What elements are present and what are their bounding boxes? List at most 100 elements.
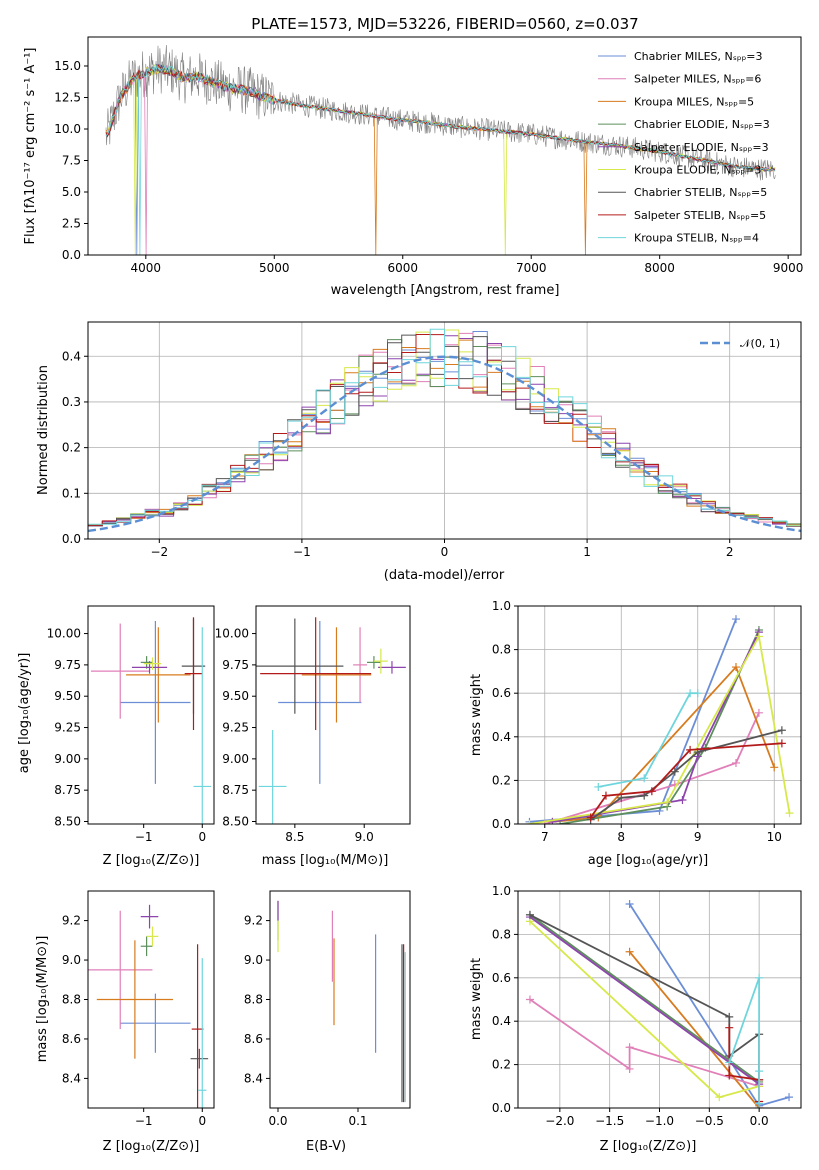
mass-weight-line bbox=[529, 916, 760, 1085]
x-tick-label: −1 bbox=[135, 1114, 153, 1128]
spectrum-ylabel: Flux [fλ10⁻¹⁷ erg cm⁻² s⁻¹ A⁻¹] bbox=[23, 48, 38, 245]
legend-entry: Salpeter STELIB, Nₛₚₚ=5 bbox=[634, 209, 766, 222]
age-vs-mass-xlabel: mass [log₁₀(M/M⊙)] bbox=[262, 853, 389, 868]
spectrum-title: PLATE=1573, MJD=53226, FIBERID=0560, z=0… bbox=[251, 15, 638, 33]
mass-weight-marker bbox=[525, 820, 534, 824]
x-tick-label: 7000 bbox=[516, 261, 547, 275]
y-tick-label: 0.1 bbox=[62, 486, 81, 500]
x-tick-label: −2 bbox=[150, 545, 168, 559]
mass-weight-marker bbox=[678, 796, 687, 805]
y-tick-label: 9.00 bbox=[54, 752, 81, 766]
y-tick-label: 8.8 bbox=[244, 993, 263, 1007]
model-spectrum-line bbox=[105, 63, 776, 255]
y-tick-label: 9.75 bbox=[54, 658, 81, 672]
y-tick-label: 0.8 bbox=[492, 643, 511, 657]
weight_vs_age-panel: 7 8 9 10 0.0 0.2 0.4 0.6 0.8 1.0 bbox=[492, 599, 802, 844]
weight_vs_Z-panel: −2.0 −1.5 −1.0 −0.5 0.0 0.0 0.2 0.4 0.6 0.8 1.0 bbox=[492, 884, 802, 1128]
spectrum-panel: 4000 5000 6000 7000 8000 9000 0.0 2.5 5.0 7.5 10.0… bbox=[54, 36, 803, 275]
y-tick-label: 9.0 bbox=[62, 953, 81, 967]
mass-weight-line bbox=[529, 998, 760, 1088]
age_vs_mass-plot-area bbox=[256, 617, 406, 824]
mass_vs_ebv-panel: 0.0 0.1 8.4 8.6 8.8 9.0 9.2 bbox=[244, 890, 411, 1128]
y-tick-label: 0.8 bbox=[492, 927, 511, 941]
weight_vs_Z-plot-area bbox=[525, 900, 794, 1108]
mass-weight-marker bbox=[777, 726, 786, 735]
legend-entry: Chabrier STELIB, Nₛₚₚ=5 bbox=[634, 186, 767, 199]
legend-entry: Kroupa MILES, Nₛₚₚ=5 bbox=[634, 95, 754, 108]
y-tick-label: 12.5 bbox=[54, 90, 81, 104]
x-tick-label: 8000 bbox=[644, 261, 675, 275]
mass-weight-marker bbox=[647, 787, 656, 796]
residuals-plot-area bbox=[88, 328, 801, 533]
y-tick-label: 0.0 bbox=[62, 248, 81, 262]
y-tick-label: 0.4 bbox=[492, 730, 511, 744]
mass-weight-marker bbox=[777, 739, 786, 748]
mass-weight-marker bbox=[640, 774, 649, 783]
mass-weight-marker bbox=[601, 791, 610, 800]
y-tick-label: 8.6 bbox=[62, 1032, 81, 1046]
y-tick-label: 8.6 bbox=[244, 1032, 263, 1046]
mass_vs_Z-plot-area bbox=[88, 904, 209, 1108]
x-tick-label: 0 bbox=[198, 1114, 206, 1128]
y-tick-label: 7.5 bbox=[62, 153, 81, 167]
y-tick-label: 0.0 bbox=[492, 1101, 511, 1115]
x-tick-label: 4000 bbox=[131, 261, 162, 275]
mass-weight-line bbox=[559, 629, 760, 824]
mass-vs-ebv-xlabel: E(B-V) bbox=[306, 1139, 346, 1154]
residuals-ylabel: Normed distribution bbox=[36, 365, 51, 495]
mass-weight-line bbox=[529, 914, 760, 1083]
age_vs_Z-panel: −1 0 8.50 8.75 9.00 9.25 9.50 9.75 10.00 bbox=[47, 605, 215, 844]
y-tick-label: 10.00 bbox=[47, 627, 81, 641]
y-tick-label: 0.2 bbox=[62, 441, 81, 455]
x-tick-label: 10 bbox=[767, 830, 782, 844]
weight_vs_age-frame bbox=[517, 605, 802, 825]
age_vs_Z-frame bbox=[87, 605, 215, 825]
spectrum-frame bbox=[87, 36, 802, 256]
mass_vs_ebv-plot-area bbox=[277, 900, 406, 1103]
mass-weight-marker bbox=[785, 809, 794, 818]
weight_vs_age-plot-area bbox=[525, 615, 794, 824]
mass-weight-marker bbox=[755, 973, 764, 982]
x-tick-label: −1 bbox=[293, 545, 311, 559]
x-tick-label: 0 bbox=[441, 545, 449, 559]
x-tick-label: −1 bbox=[135, 830, 153, 844]
y-tick-label: 1.0 bbox=[492, 884, 511, 898]
mass-weight-marker bbox=[785, 1093, 794, 1102]
age_vs_Z-plot-area bbox=[90, 617, 212, 824]
mass-weight-marker bbox=[731, 663, 740, 672]
y-tick-label: 0.0 bbox=[62, 532, 81, 546]
mass-weight-marker bbox=[640, 791, 649, 800]
mass-weight-marker bbox=[525, 995, 534, 1004]
mass-weight-marker bbox=[725, 1058, 734, 1067]
mass-weight-marker bbox=[594, 782, 603, 791]
x-tick-label: 6000 bbox=[387, 261, 418, 275]
weight-vs-age-ylabel: mass weight bbox=[469, 674, 484, 756]
x-tick-label: −2.0 bbox=[545, 1114, 574, 1128]
y-tick-label: 10.0 bbox=[54, 122, 81, 136]
x-tick-label: 2 bbox=[726, 545, 734, 559]
x-tick-label: 0 bbox=[198, 830, 206, 844]
mass-weight-marker bbox=[770, 763, 779, 772]
y-tick-label: 2.5 bbox=[62, 216, 81, 230]
x-tick-label: 7 bbox=[541, 830, 549, 844]
mass-weight-marker bbox=[686, 689, 695, 698]
weight-vs-age-xlabel: age [log₁₀(age/yr)] bbox=[588, 853, 709, 868]
weight-vs-Z-ylabel: mass weight bbox=[469, 958, 484, 1040]
residuals-panel: −2 −1 0 1 2 0.0 0.1 0.2 0.3 0.4 bbox=[62, 321, 802, 559]
mass-weight-marker bbox=[755, 1067, 764, 1076]
mass-weight-marker bbox=[625, 947, 634, 956]
residuals-frame bbox=[87, 321, 802, 540]
mass-weight-marker bbox=[715, 1093, 724, 1102]
mass-weight-marker bbox=[725, 1071, 734, 1080]
y-tick-label: 9.25 bbox=[222, 721, 249, 735]
y-tick-label: 10.00 bbox=[215, 627, 249, 641]
mass_vs_ebv-frame bbox=[269, 890, 411, 1109]
y-tick-label: 9.25 bbox=[54, 721, 81, 735]
x-tick-label: 8 bbox=[617, 830, 625, 844]
mass-weight-marker bbox=[670, 767, 679, 776]
y-tick-label: 8.75 bbox=[54, 783, 81, 797]
x-tick-label: 8.5 bbox=[285, 830, 304, 844]
mass-weight-marker bbox=[754, 708, 763, 717]
x-tick-label: 9 bbox=[694, 830, 702, 844]
